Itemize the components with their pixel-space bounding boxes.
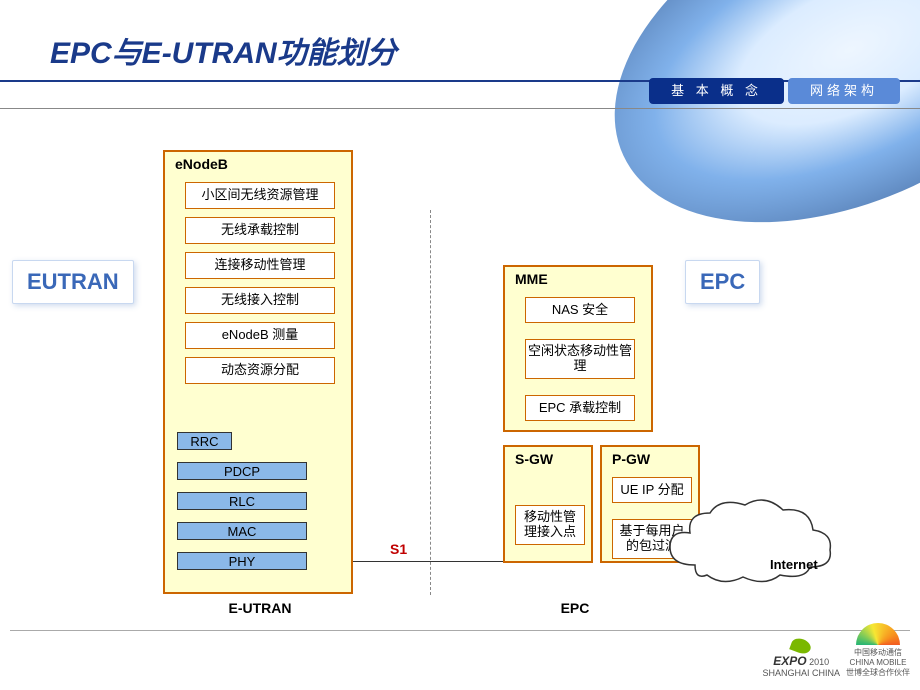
proto-pdcp: PDCP — [177, 462, 307, 480]
sgw-title: S-GW — [515, 451, 553, 467]
subheader-rule — [0, 108, 920, 109]
cmcc-cn: 中国移动通信 — [854, 648, 902, 657]
sgw-box: S-GW 移动性管理接入点 — [503, 445, 593, 563]
leaf-icon — [789, 636, 813, 656]
eutran-side-label: EUTRAN — [12, 260, 134, 304]
enodeb-fn-1: 无线承载控制 — [185, 217, 335, 244]
footer: EXPO 2010 SHANGHAI CHINA 中国移动通信 CHINA MO… — [0, 630, 920, 680]
mme-box: MME NAS 安全 空闲状态移动性管理 EPC 承载控制 — [503, 265, 653, 432]
enodeb-title: eNodeB — [175, 156, 228, 172]
cmcc-tagline: 世博全球合作伙伴 — [846, 668, 910, 677]
mme-fn-1: 空闲状态移动性管理 — [525, 339, 635, 379]
mme-fn-0: NAS 安全 — [525, 297, 635, 323]
architecture-diagram: EUTRAN EPC eNodeB 小区间无线资源管理 无线承载控制 连接移动性… — [0, 125, 920, 630]
enodeb-fn-4: eNodeB 测量 — [185, 322, 335, 349]
rainbow-icon — [856, 623, 900, 645]
proto-rlc: RLC — [177, 492, 307, 510]
eutran-caption: E-UTRAN — [200, 600, 320, 616]
enodeb-fn-5: 动态资源分配 — [185, 357, 335, 384]
s1-interface-line — [353, 561, 503, 562]
expo-name: EXPO — [773, 654, 806, 668]
proto-phy: PHY — [177, 552, 307, 570]
page-title: EPC与E-UTRAN功能划分 — [50, 28, 397, 72]
expo-city: SHANGHAI CHINA — [762, 668, 840, 678]
cmcc-en: CHINA MOBILE — [850, 658, 907, 667]
tab-basic-concepts[interactable]: 基 本 概 念 — [649, 78, 784, 104]
epc-side-label: EPC — [685, 260, 760, 304]
internet-cloud-icon — [665, 495, 835, 590]
sgw-fn-0: 移动性管理接入点 — [515, 505, 585, 545]
enodeb-fn-0: 小区间无线资源管理 — [185, 182, 335, 209]
china-mobile-logo: 中国移动通信 CHINA MOBILE 世博全球合作伙伴 — [846, 623, 910, 678]
s1-interface-label: S1 — [390, 541, 407, 557]
proto-rrc: RRC — [177, 432, 232, 450]
expo-logo: EXPO 2010 SHANGHAI CHINA — [762, 639, 840, 678]
footer-rule — [10, 630, 910, 631]
enodeb-fn-3: 无线接入控制 — [185, 287, 335, 314]
internet-label: Internet — [770, 557, 818, 572]
mme-title: MME — [515, 271, 548, 287]
pgw-title: P-GW — [612, 451, 650, 467]
tab-bar: 基 本 概 念 网络架构 — [645, 78, 900, 104]
tab-network-architecture[interactable]: 网络架构 — [788, 78, 900, 104]
enodeb-fn-2: 连接移动性管理 — [185, 252, 335, 279]
epc-caption: EPC — [545, 600, 605, 616]
expo-year: 2010 — [809, 657, 829, 667]
enodeb-box: eNodeB 小区间无线资源管理 无线承载控制 连接移动性管理 无线接入控制 e… — [163, 150, 353, 594]
mme-fn-2: EPC 承载控制 — [525, 395, 635, 421]
eutran-epc-divider — [430, 210, 431, 595]
proto-mac: MAC — [177, 522, 307, 540]
